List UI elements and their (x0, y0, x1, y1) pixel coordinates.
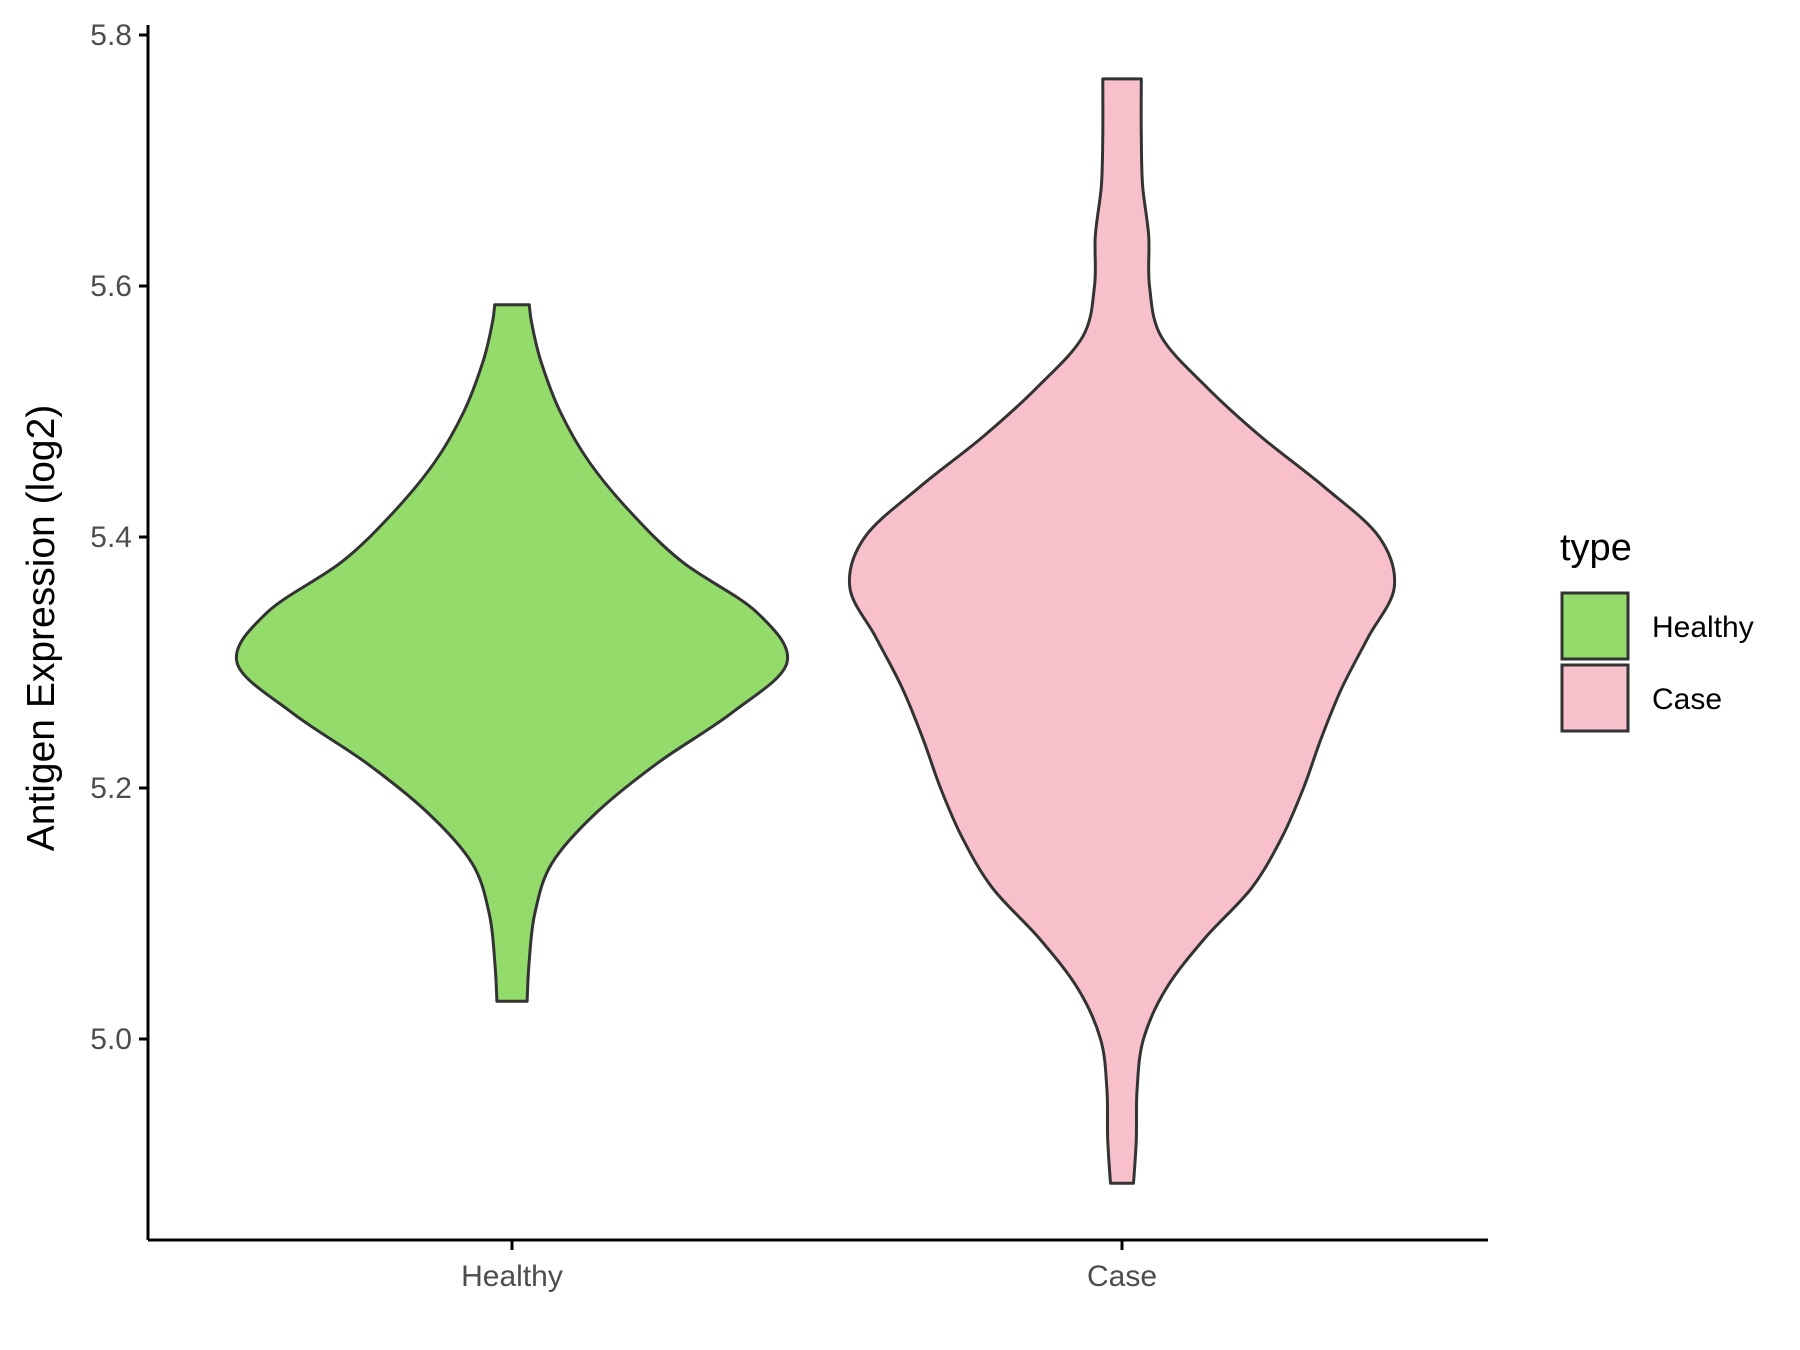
y-tick-label: 5.6 (90, 270, 132, 303)
legend-label-case: Case (1652, 683, 1722, 716)
x-tick-label-healthy: Healthy (461, 1260, 563, 1293)
legend: type Healthy Case (1560, 527, 1754, 733)
y-tick-label: 5.0 (90, 1023, 132, 1056)
legend-swatch-healthy (1560, 591, 1630, 661)
legend-label-healthy: Healthy (1652, 611, 1754, 644)
legend-swatch-case (1560, 663, 1630, 733)
x-axis: Healthy Case (148, 1238, 1488, 1293)
y-axis-title: Antigen Expression (log2) (20, 405, 63, 852)
y-tick-label: 5.8 (90, 19, 132, 52)
y-tick-label: 5.2 (90, 772, 132, 805)
plot-area (234, 77, 1397, 1185)
y-axis: 5.0 5.2 5.4 5.6 5.8 (90, 19, 150, 1240)
violin-healthy (234, 303, 790, 1003)
x-tick-label-case: Case (1087, 1260, 1157, 1293)
y-tick-label: 5.4 (90, 521, 132, 554)
legend-title: type (1560, 527, 1632, 569)
violin-case (847, 77, 1397, 1185)
